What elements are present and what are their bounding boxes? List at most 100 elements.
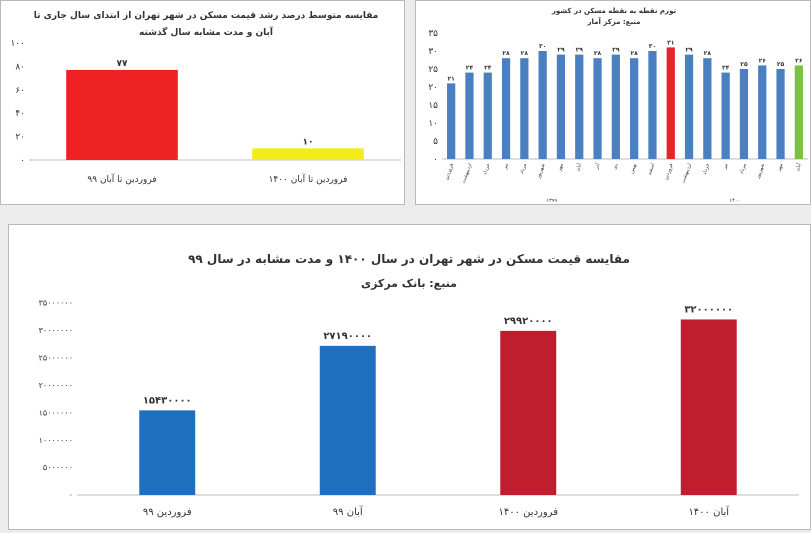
inflation-bar — [739, 69, 749, 159]
inflation-chart-source: منبع: مرکز آمار — [586, 17, 640, 26]
inflation-bar — [776, 69, 785, 159]
growth-chart: مقایسه متوسط درصد رشد قیمت مسکن در شهر ت… — [10, 11, 401, 185]
inflation-category-label: بهمن — [629, 163, 638, 175]
price-ytick-label: ۵۰۰۰۰۰۰ — [43, 463, 73, 472]
inflation-data-label: ۲۶ — [795, 57, 803, 64]
inflation-ytick-label: ۳۵ — [428, 29, 438, 39]
growth-data-label: ۱۰ — [303, 137, 314, 147]
growth-bar — [66, 69, 178, 160]
inflation-data-label: ۲۶ — [759, 57, 767, 64]
growth-ytick-label: ۱۰۰ — [10, 39, 25, 49]
inflation-category-label: خرداد — [482, 163, 492, 176]
inflation-ytick-label: ۳۰ — [428, 47, 438, 57]
inflation-bar — [684, 54, 694, 159]
growth-chart-title-line1: مقایسه متوسط درصد رشد قیمت مسکن در شهر ت… — [34, 11, 379, 21]
inflation-bar — [703, 58, 712, 160]
price-ytick-label: ۱۵۰۰۰۰۰۰ — [39, 408, 73, 417]
price-bar — [139, 410, 196, 495]
price-chart-title: مقایسه قیمت مسکن در شهر تهران در سال ۱۴۰… — [188, 252, 630, 267]
inflation-category-label: تیر — [502, 162, 510, 171]
inflation-year-label: ۱۴۰۰ — [729, 198, 740, 204]
inflation-data-label: ۳۰ — [649, 43, 656, 50]
price-data-label: ۱۵۴۳۰۰۰۰ — [143, 395, 192, 406]
price-bar — [680, 319, 737, 495]
inflation-bar — [520, 58, 529, 160]
price-ytick-label: ۳۵۰۰۰۰۰۰ — [39, 299, 73, 308]
growth-chart-title-line2: آبان و مدت مشابه سال گذشته — [139, 26, 274, 38]
inflation-data-label: ۲۹ — [557, 47, 565, 54]
inflation-bar — [721, 72, 730, 159]
inflation-ytick-label: ۲۰ — [428, 83, 438, 93]
inflation-category-label: آبان — [574, 162, 584, 172]
inflation-bar — [447, 83, 456, 159]
inflation-bar — [630, 58, 639, 160]
inflation-chart-title: تورم نقطه به نقطه مسکن در کشور — [551, 7, 677, 15]
price-ytick-label: ۲۵۰۰۰۰۰۰ — [39, 354, 73, 363]
inflation-category-label: مرداد — [519, 162, 529, 175]
inflation-data-label: ۲۹ — [576, 47, 584, 54]
inflation-data-label: ۲۴ — [722, 65, 730, 72]
price-category-label: فروردین ۱۴۰۰ — [499, 507, 559, 518]
inflation-ytick-label: ۲۵ — [428, 65, 438, 75]
inflation-bar — [483, 72, 492, 159]
inflation-ytick-label: ۵ — [433, 137, 438, 147]
inflation-bar — [538, 51, 547, 159]
inflation-ytick-label: ۱۵ — [428, 101, 438, 111]
price-chart-panel: مقایسه قیمت مسکن در شهر تهران در سال ۱۴۰… — [8, 224, 811, 530]
price-category-label: فروردین ۹۹ — [143, 507, 192, 518]
inflation-bar — [666, 47, 675, 159]
inflation-data-label: ۲۸ — [704, 50, 712, 57]
inflation-data-label: ۳۱ — [667, 39, 674, 46]
inflation-bar — [611, 54, 620, 159]
inflation-data-label: ۲۸ — [630, 50, 638, 57]
inflation-year-label: ۱۳۹۹ — [546, 198, 557, 204]
inflation-category-label: مهر — [556, 162, 565, 173]
price-ytick-label: ۳۰۰۰۰۰۰۰ — [39, 326, 73, 335]
inflation-category-label: دی — [612, 163, 620, 171]
price-ytick-label: ۱۰۰۰۰۰۰۰ — [39, 436, 73, 445]
inflation-category-label: آبان — [793, 162, 803, 172]
growth-category-label: فروردین تا آبان ۹۹ — [87, 173, 156, 185]
inflation-data-label: ۲۹ — [612, 47, 620, 54]
inflation-category-label: اردیبهشت — [680, 163, 693, 184]
price-data-label: ۲۷۱۹۰۰۰۰ — [323, 331, 372, 342]
inflation-data-label: ۲۹ — [685, 47, 693, 54]
price-data-label: ۲۹۹۲۰۰۰۰ — [504, 316, 553, 327]
growth-ytick-label: ۸۰ — [15, 62, 25, 72]
price-data-label: ۳۲۰۰۰۰۰۰ — [684, 304, 733, 315]
price-ytick-label: ۰ — [69, 491, 73, 500]
price-ytick-label: ۲۰۰۰۰۰۰۰ — [39, 381, 73, 390]
inflation-category-label: اردیبهشت — [461, 163, 474, 184]
price-bar — [319, 345, 376, 495]
inflation-category-label: مهر — [776, 162, 785, 173]
inflation-category-label: فروردین — [443, 162, 455, 181]
growth-category-label: فروردین تا آبان ۱۴۰۰ — [269, 173, 348, 185]
price-chart: مقایسه قیمت مسکن در شهر تهران در سال ۱۴۰… — [39, 252, 799, 518]
inflation-data-label: ۲۸ — [521, 50, 529, 57]
inflation-data-label: ۲۸ — [594, 50, 602, 57]
inflation-category-label: شهریور — [755, 163, 766, 181]
inflation-category-label: فروردین — [663, 162, 675, 181]
inflation-category-label: خرداد — [702, 163, 712, 176]
growth-chart-panel: مقایسه متوسط درصد رشد قیمت مسکن در شهر ت… — [0, 0, 405, 205]
price-bar — [500, 330, 557, 495]
inflation-ytick-label: ۱۰ — [428, 119, 438, 129]
inflation-category-label: شهریور — [535, 163, 546, 181]
price-category-label: آبان ۹۹ — [333, 505, 364, 518]
price-category-label: آبان ۱۴۰۰ — [688, 505, 730, 518]
inflation-category-label: مرداد — [738, 162, 748, 175]
inflation-ytick-label: ۰ — [433, 155, 438, 165]
inflation-data-label: ۲۵ — [740, 61, 748, 68]
growth-bar — [252, 148, 364, 160]
inflation-data-label: ۲۵ — [777, 61, 785, 68]
inflation-data-label: ۲۴ — [484, 65, 492, 72]
inflation-bar — [794, 65, 803, 159]
inflation-bar — [501, 58, 511, 160]
inflation-category-label: اسفند — [647, 163, 657, 177]
inflation-bar — [465, 72, 474, 159]
inflation-category-label: تیر — [722, 162, 730, 171]
growth-ytick-label: ۲۰ — [15, 133, 25, 143]
growth-data-label: ۷۷ — [117, 59, 128, 69]
inflation-bar — [575, 54, 584, 159]
inflation-data-label: ۲۱ — [447, 75, 454, 82]
